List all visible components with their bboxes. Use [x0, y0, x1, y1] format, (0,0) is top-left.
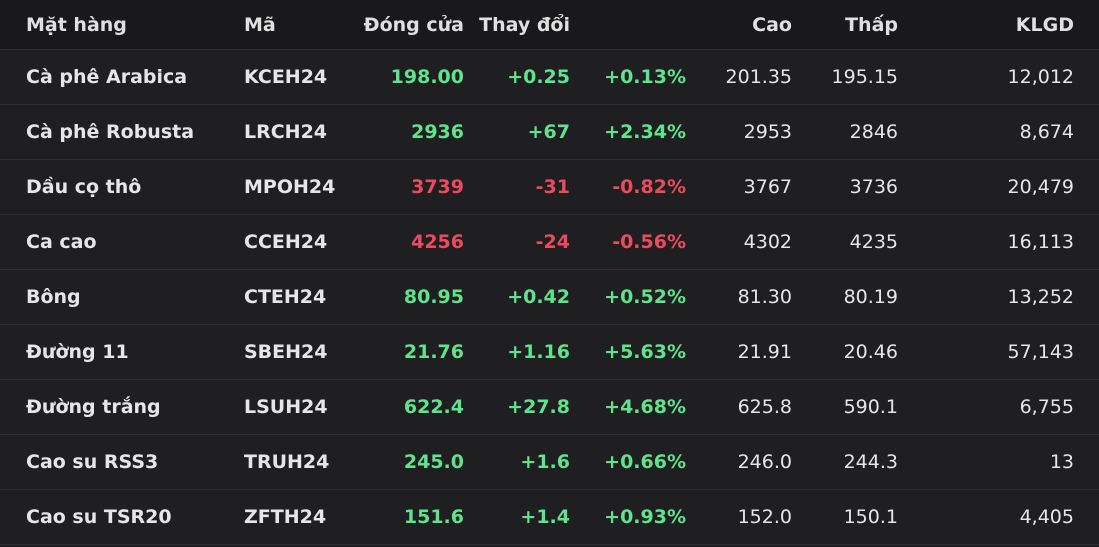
- change: +27.8: [507, 396, 570, 418]
- code: ZFTH24: [244, 506, 327, 528]
- change-pct: +0.13%: [604, 66, 686, 88]
- volume: 16,113: [1007, 231, 1074, 253]
- code: CCEH24: [244, 231, 328, 253]
- low: 80.19: [843, 286, 898, 308]
- close: 245.0: [403, 451, 464, 473]
- name: Ca cao: [26, 231, 97, 253]
- high: 2953: [743, 121, 792, 143]
- name: Bông: [26, 286, 81, 308]
- high: Cao: [752, 13, 792, 36]
- name: Mặt hàng: [26, 13, 127, 36]
- change-pct: +2.34%: [604, 121, 686, 143]
- change-pct: +0.93%: [604, 506, 686, 528]
- low: 195.15: [831, 66, 898, 88]
- volume: 6,755: [1019, 396, 1074, 418]
- data-row: Đường 11 SBEH24 21.76 +1.16 +5.63% 21.91 20.46…: [0, 325, 1099, 380]
- change: -24: [535, 231, 570, 253]
- volume: KLGD: [1015, 13, 1074, 36]
- name: Cao su TSR20: [26, 506, 172, 528]
- name: Cà phê Arabica: [26, 66, 188, 88]
- name: Cao su RSS3: [26, 451, 159, 473]
- data-row: Dầu cọ thô MPOH24 3739 -31 -0.82% 3767 3736 20,…: [0, 160, 1099, 215]
- code: SBEH24: [244, 341, 328, 363]
- close: 3739: [411, 176, 464, 198]
- close: 622.4: [403, 396, 464, 418]
- low: Thấp: [845, 13, 898, 36]
- change-pct: +4.68%: [604, 396, 686, 418]
- low: 4235: [849, 231, 898, 253]
- low: 3736: [849, 176, 898, 198]
- close: 151.6: [403, 506, 464, 528]
- change-pct: +0.52%: [604, 286, 686, 308]
- data-row: Ca cao CCEH24 4256 -24 -0.56% 4302 4235 16,113: [0, 215, 1099, 270]
- volume: 13,252: [1007, 286, 1074, 308]
- change-pct: -0.56%: [612, 231, 686, 253]
- high: 152.0: [737, 506, 792, 528]
- data-row: Bông CTEH24 80.95 +0.42 +0.52% 81.30 80.19 13,2…: [0, 270, 1099, 325]
- close: Đóng cửa: [363, 13, 464, 36]
- code: LRCH24: [244, 121, 328, 143]
- close: 198.00: [390, 66, 464, 88]
- change-pct: -0.82%: [612, 176, 686, 198]
- name: Cà phê Robusta: [26, 121, 195, 143]
- change: +0.42: [507, 286, 570, 308]
- change: +0.25: [507, 66, 570, 88]
- change: +1.6: [520, 451, 570, 473]
- change: +1.16: [507, 341, 570, 363]
- code: KCEH24: [244, 66, 328, 88]
- data-row: Cao su TSR20 ZFTH24 151.6 +1.4 +0.93% 152.0 15…: [0, 490, 1099, 545]
- data-row: Cà phê Robusta LRCH24 2936 +67 +2.34% 2953 284…: [0, 105, 1099, 160]
- data-row: Đường trắng LSUH24 622.4 +27.8 +4.68% 625.8 59…: [0, 380, 1099, 435]
- header-row: Mặt hàng Mã Đóng cửa Thay đổi Cao Thấp KLGD: [0, 0, 1099, 50]
- high: 625.8: [737, 396, 792, 418]
- data-row: Cao su RSS3 TRUH24 245.0 +1.6 +0.66% 246.0 244…: [0, 435, 1099, 490]
- low: 20.46: [843, 341, 898, 363]
- volume: 57,143: [1007, 341, 1074, 363]
- change-pct: +5.63%: [604, 341, 686, 363]
- name: Đường 11: [26, 341, 129, 363]
- close: 80.95: [403, 286, 464, 308]
- change: +67: [527, 121, 570, 143]
- high: 246.0: [737, 451, 792, 473]
- change: -31: [535, 176, 570, 198]
- code: CTEH24: [244, 286, 327, 308]
- change-pct: +0.66%: [604, 451, 686, 473]
- volume: 13: [1049, 451, 1074, 473]
- close: 21.76: [403, 341, 464, 363]
- low: 2846: [849, 121, 898, 143]
- name: Đường trắng: [26, 396, 161, 418]
- high: 21.91: [737, 341, 792, 363]
- name: Dầu cọ thô: [26, 176, 142, 198]
- close: 4256: [411, 231, 464, 253]
- change: +1.4: [520, 506, 570, 528]
- code: MPOH24: [244, 176, 336, 198]
- code: TRUH24: [244, 451, 330, 473]
- high: 4302: [743, 231, 792, 253]
- high: 201.35: [725, 66, 792, 88]
- volume: 4,405: [1019, 506, 1074, 528]
- close: 2936: [411, 121, 464, 143]
- data-row: Cà phê Arabica KCEH24 198.00 +0.25 +0.13% 201…: [0, 50, 1099, 105]
- volume: 8,674: [1019, 121, 1074, 143]
- low: 150.1: [843, 506, 898, 528]
- low: 244.3: [843, 451, 898, 473]
- code: Mã: [244, 13, 276, 36]
- low: 590.1: [843, 396, 898, 418]
- volume: 12,012: [1007, 66, 1074, 88]
- high: 3767: [743, 176, 792, 198]
- volume: 20,479: [1007, 176, 1074, 198]
- code: LSUH24: [244, 396, 328, 418]
- change: Thay đổi: [479, 13, 570, 36]
- high: 81.30: [737, 286, 792, 308]
